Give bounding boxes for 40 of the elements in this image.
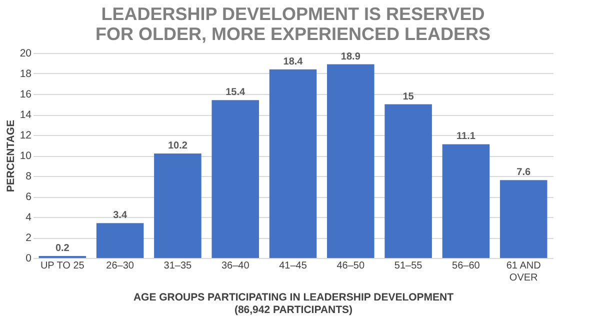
y-tick-label: 6 — [26, 191, 32, 203]
x-tick-label: 36–40 — [221, 260, 250, 272]
y-tick-label: 14 — [20, 109, 32, 121]
y-tick-label: 8 — [26, 170, 32, 182]
y-tick-label: 16 — [20, 88, 32, 100]
x-axis-title: AGE GROUPS PARTICIPATING IN LEADERSHIP DEVELOPMENT (86,942 PARTICIPANTS) — [133, 292, 454, 316]
y-tick-label: 0 — [26, 252, 32, 264]
bar — [442, 144, 490, 258]
bar — [500, 180, 548, 258]
data-label: 0.2 — [55, 242, 70, 254]
x-tick-label: 56–60 — [452, 260, 480, 272]
data-label: 15.4 — [226, 87, 246, 98]
x-tick-label: UP TO 25 — [40, 260, 85, 272]
data-label: 15 — [402, 91, 414, 102]
data-label: 3.4 — [113, 210, 128, 222]
bar — [327, 64, 374, 258]
bar — [212, 100, 259, 258]
x-tick-label: 51–55 — [394, 260, 423, 272]
bar — [154, 153, 202, 258]
y-tick-label: 2 — [26, 232, 32, 244]
x-tick-label: 26–30 — [106, 260, 134, 272]
y-axis-title: PERCENTAGE — [4, 120, 17, 192]
chart-title: LEADERSHIP DEVELOPMENT IS RESERVED FOR OLDER, MORE EXPERIENCED LEADERS — [95, 4, 491, 44]
x-tick-label: 61 AND OVER — [506, 260, 541, 284]
data-label: 18.9 — [340, 51, 361, 62]
data-label: 10.2 — [168, 140, 188, 152]
x-tick-label: 31–35 — [164, 260, 192, 272]
y-tick-label: 10 — [20, 150, 32, 162]
bar — [384, 104, 432, 258]
y-tick-label: 18 — [20, 68, 32, 80]
y-tick-label: 4 — [26, 212, 32, 224]
x-tick-label: 46–50 — [336, 260, 365, 272]
y-tick-label: 12 — [20, 130, 32, 142]
x-tick-label: 41–45 — [279, 260, 308, 272]
bar — [96, 223, 144, 258]
bar — [269, 69, 317, 258]
data-label: 7.6 — [516, 167, 531, 178]
y-tick-label: 20 — [20, 48, 32, 60]
data-label: 11.1 — [456, 131, 476, 142]
data-label: 18.4 — [283, 56, 304, 68]
